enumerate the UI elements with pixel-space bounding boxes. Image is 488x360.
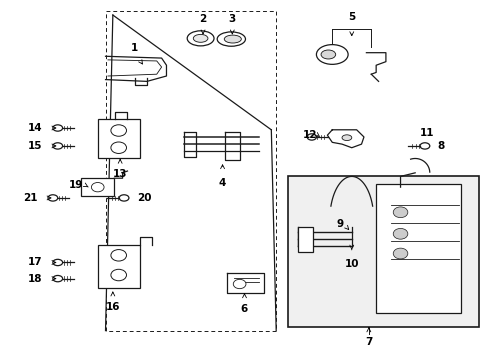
Text: 3: 3: [228, 14, 235, 24]
Ellipse shape: [306, 134, 316, 140]
Circle shape: [91, 183, 104, 192]
Text: 14: 14: [27, 123, 42, 133]
Ellipse shape: [119, 195, 129, 201]
Text: 8: 8: [436, 141, 444, 151]
Text: 6: 6: [241, 304, 247, 314]
Ellipse shape: [53, 125, 62, 131]
Polygon shape: [327, 130, 363, 148]
Ellipse shape: [341, 135, 351, 140]
Bar: [298, 226, 312, 252]
Text: 11: 11: [419, 129, 434, 138]
Ellipse shape: [193, 35, 207, 42]
Circle shape: [111, 125, 126, 136]
Text: 1: 1: [131, 43, 138, 53]
Ellipse shape: [48, 195, 58, 201]
Text: 20: 20: [137, 193, 151, 203]
Text: 7: 7: [365, 337, 372, 347]
Text: 17: 17: [27, 257, 42, 267]
Ellipse shape: [187, 31, 214, 46]
Text: 9: 9: [335, 220, 343, 229]
Ellipse shape: [53, 143, 62, 149]
Ellipse shape: [217, 32, 245, 46]
Text: 12: 12: [303, 130, 317, 140]
Circle shape: [392, 248, 407, 259]
Text: 10: 10: [344, 259, 358, 269]
Circle shape: [111, 249, 126, 261]
FancyBboxPatch shape: [375, 184, 461, 313]
Text: 5: 5: [347, 12, 355, 22]
Text: 19: 19: [69, 180, 83, 190]
Text: 4: 4: [219, 178, 226, 188]
Ellipse shape: [53, 259, 62, 266]
Text: 15: 15: [28, 141, 42, 151]
Text: 18: 18: [28, 274, 42, 284]
Ellipse shape: [321, 50, 335, 59]
Text: 21: 21: [23, 193, 37, 203]
Circle shape: [111, 269, 126, 281]
Circle shape: [111, 142, 126, 153]
Text: 13: 13: [113, 169, 127, 179]
Bar: [81, 178, 114, 196]
Bar: [98, 244, 140, 288]
Circle shape: [392, 207, 407, 218]
Bar: [98, 119, 140, 158]
Text: 16: 16: [105, 302, 120, 312]
Circle shape: [392, 228, 407, 239]
Text: 2: 2: [199, 14, 206, 24]
Circle shape: [233, 279, 245, 289]
Ellipse shape: [53, 275, 62, 282]
Ellipse shape: [224, 35, 241, 43]
Ellipse shape: [419, 143, 429, 149]
Bar: [288, 176, 478, 327]
Ellipse shape: [316, 45, 347, 64]
